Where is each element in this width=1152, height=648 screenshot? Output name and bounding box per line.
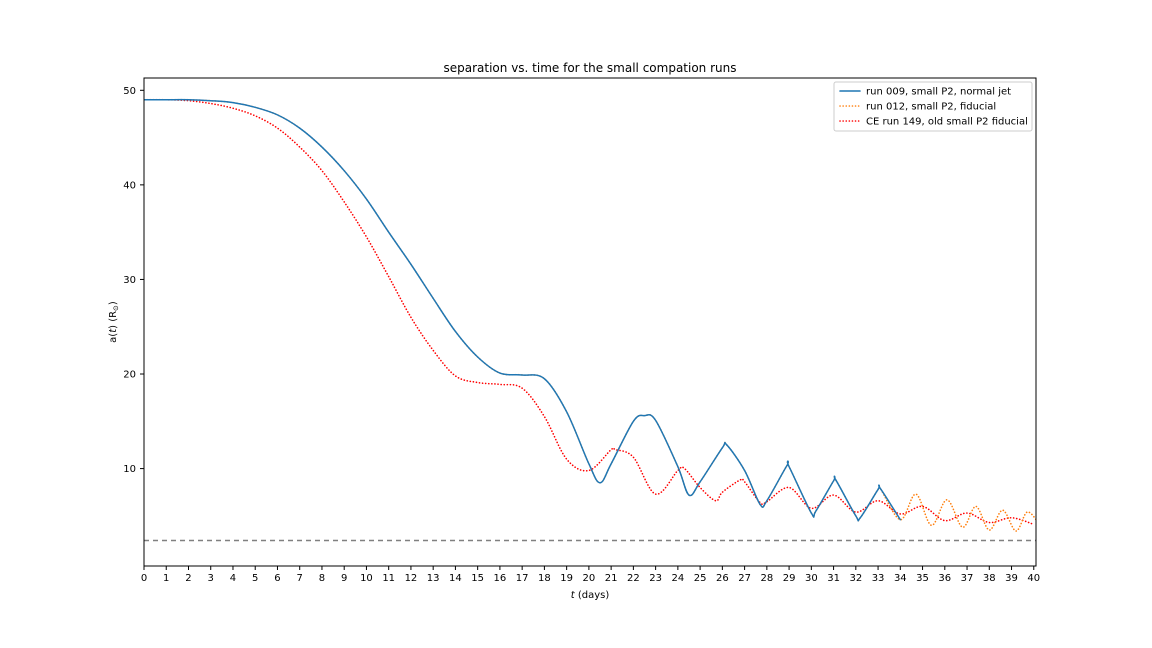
y-axis-label: a(t) (R⊙) xyxy=(108,301,120,343)
x-tick-label: 27 xyxy=(738,573,751,584)
y-axis-label-close: ) xyxy=(108,301,119,305)
x-tick-label: 36 xyxy=(938,573,951,584)
x-tick-label: 10 xyxy=(360,573,373,584)
x-tick-label: 16 xyxy=(494,573,507,584)
x-tick-label: 3 xyxy=(208,573,214,584)
x-tick-label: 0 xyxy=(141,573,147,584)
x-axis-label-var: t xyxy=(571,590,576,601)
x-tick-label: 13 xyxy=(427,573,440,584)
x-tick-label: 39 xyxy=(1005,573,1018,584)
y-tick-label: 20 xyxy=(123,370,136,381)
series-layer xyxy=(144,98,1036,532)
y-tick-label: 10 xyxy=(123,464,136,475)
x-tick-label: 29 xyxy=(783,573,796,584)
y-tick-label: 30 xyxy=(123,275,136,286)
x-tick-label: 5 xyxy=(252,573,258,584)
x-tick-label: 31 xyxy=(827,573,840,584)
x-tick-label: 24 xyxy=(671,573,684,584)
series-line-2 xyxy=(144,98,1035,526)
legend-label: run 012, small P2, fiducial xyxy=(866,102,996,113)
x-tick-label: 18 xyxy=(538,573,551,584)
x-tick-label: 4 xyxy=(230,573,236,584)
x-tick-label: 7 xyxy=(297,573,303,584)
legend: run 009, small P2, normal jet run 012, sm… xyxy=(833,81,1033,132)
x-tick-label: 34 xyxy=(894,573,907,584)
x-tick-label: 20 xyxy=(583,573,596,584)
y-axis-label-var: t xyxy=(108,328,119,333)
x-tick-label: 40 xyxy=(1027,573,1040,584)
x-axis-label-unit: (days) xyxy=(575,590,610,601)
x-tick-label: 15 xyxy=(471,573,484,584)
x-axis-label: t (days) xyxy=(571,590,610,601)
x-tick-label: 22 xyxy=(627,573,640,584)
y-axis-label-sub: ⊙ xyxy=(112,305,120,311)
x-tick-label: 6 xyxy=(274,573,280,584)
x-tick-label: 8 xyxy=(319,573,325,584)
legend-label: CE run 149, old small P2 fiducial xyxy=(866,117,1028,128)
x-tick-label: 11 xyxy=(382,573,395,584)
x-axis-ticks: 0 1 2 3 4 5 6 7 8 9 10 11 12 13 14 15 16 17 18 19 20 21 22 23 24… xyxy=(141,566,1040,584)
legend-box xyxy=(833,81,1033,132)
chart-title: separation vs. time for the small compat… xyxy=(444,61,737,75)
y-axis-ticks: 10 20 30 40 50 xyxy=(123,86,144,475)
x-tick-label: 19 xyxy=(560,573,573,584)
x-tick-label: 30 xyxy=(805,573,818,584)
series-line-0 xyxy=(144,98,902,522)
x-tick-label: 21 xyxy=(605,573,618,584)
x-tick-label: 1 xyxy=(163,573,169,584)
x-tick-label: 25 xyxy=(694,573,707,584)
x-tick-label: 32 xyxy=(849,573,862,584)
x-tick-label: 38 xyxy=(983,573,996,584)
x-tick-label: 17 xyxy=(516,573,529,584)
plot-frame xyxy=(143,77,1037,567)
y-tick-label: 50 xyxy=(123,86,136,97)
x-tick-label: 2 xyxy=(185,573,191,584)
x-tick-label: 28 xyxy=(760,573,773,584)
x-tick-label: 37 xyxy=(961,573,974,584)
y-axis-label-prefix: a( xyxy=(108,333,119,343)
x-tick-label: 23 xyxy=(649,573,662,584)
x-tick-label: 26 xyxy=(716,573,729,584)
x-tick-label: 9 xyxy=(341,573,347,584)
legend-label: run 009, small P2, normal jet xyxy=(866,87,1011,98)
x-tick-label: 12 xyxy=(405,573,418,584)
y-tick-label: 40 xyxy=(123,180,136,191)
x-tick-label: 33 xyxy=(872,573,885,584)
x-tick-label: 14 xyxy=(449,573,462,584)
y-axis-label-suffix: ) (R xyxy=(108,311,119,329)
x-tick-label: 35 xyxy=(916,573,929,584)
